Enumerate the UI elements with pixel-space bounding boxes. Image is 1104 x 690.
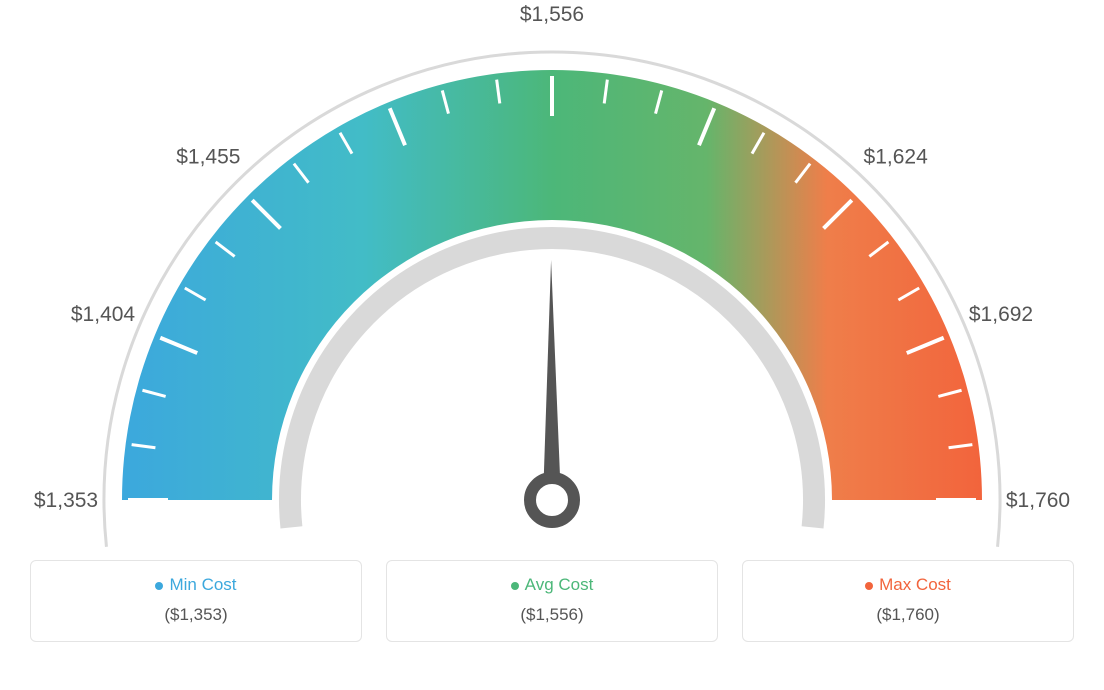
svg-text:$1,624: $1,624 — [864, 145, 929, 168]
legend-label-min: Min Cost — [169, 575, 236, 594]
legend-value-avg: ($1,556) — [397, 605, 707, 625]
legend-dot-avg — [511, 582, 519, 590]
svg-text:$1,353: $1,353 — [34, 489, 98, 512]
legend-card-avg: Avg Cost ($1,556) — [386, 560, 718, 642]
legend-value-min: ($1,353) — [41, 605, 351, 625]
legend-dot-max — [865, 582, 873, 590]
legend-row: Min Cost ($1,353) Avg Cost ($1,556) Max … — [0, 560, 1104, 672]
svg-text:$1,404: $1,404 — [71, 303, 136, 326]
legend-card-min: Min Cost ($1,353) — [30, 560, 362, 642]
svg-text:$1,692: $1,692 — [969, 303, 1033, 326]
legend-label-max: Max Cost — [879, 575, 951, 594]
gauge-chart-container: $1,353 $1,404 $1,455 $1,556 $1,624 $1,692 $1,7… — [0, 0, 1104, 690]
legend-dot-min — [155, 582, 163, 590]
svg-text:$1,760: $1,760 — [1006, 489, 1070, 512]
svg-text:$1,455: $1,455 — [176, 145, 240, 168]
legend-title-min: Min Cost — [41, 575, 351, 595]
gauge-svg: $1,353 $1,404 $1,455 $1,556 $1,624 $1,692 $1,7… — [0, 0, 1104, 560]
legend-title-max: Max Cost — [753, 575, 1063, 595]
legend-title-avg: Avg Cost — [397, 575, 707, 595]
svg-text:$1,556: $1,556 — [520, 3, 584, 26]
gauge-area: $1,353 $1,404 $1,455 $1,556 $1,624 $1,692 $1,7… — [0, 0, 1104, 560]
legend-label-avg: Avg Cost — [525, 575, 594, 594]
legend-card-max: Max Cost ($1,760) — [742, 560, 1074, 642]
legend-value-max: ($1,760) — [753, 605, 1063, 625]
